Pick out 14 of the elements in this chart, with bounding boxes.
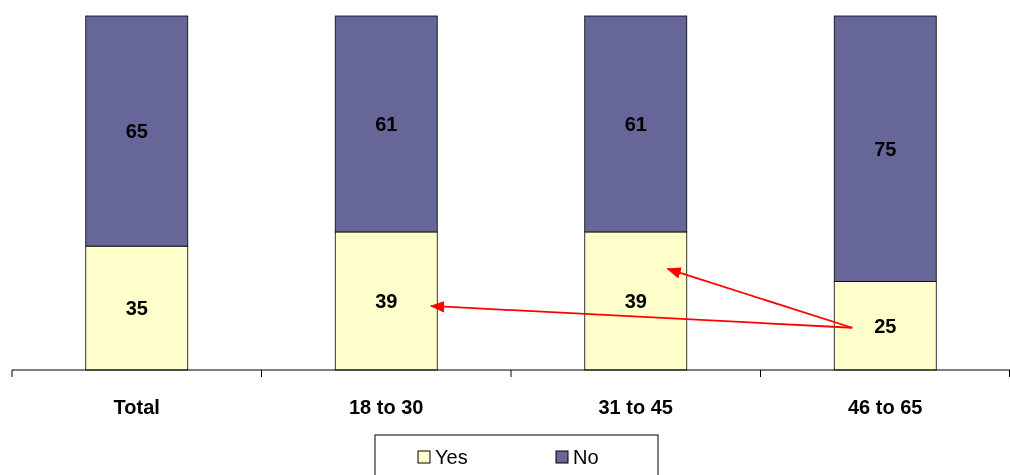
data-label: 61: [624, 112, 647, 135]
data-label: 25: [874, 314, 897, 337]
x-tick-label: Total: [113, 396, 160, 418]
data-label: 39: [375, 289, 398, 312]
x-tick-label: 18 to 30: [349, 396, 424, 418]
data-label: 61: [375, 112, 398, 135]
data-label: 39: [624, 289, 647, 312]
x-tick-label: 31 to 45: [598, 396, 673, 418]
x-tick-label: 46 to 65: [848, 396, 923, 418]
data-label: 35: [125, 297, 148, 320]
data-label: 75: [874, 137, 897, 160]
legend-label: Yes: [435, 446, 468, 468]
legend-label: No: [573, 446, 599, 468]
data-label: 65: [125, 120, 148, 143]
